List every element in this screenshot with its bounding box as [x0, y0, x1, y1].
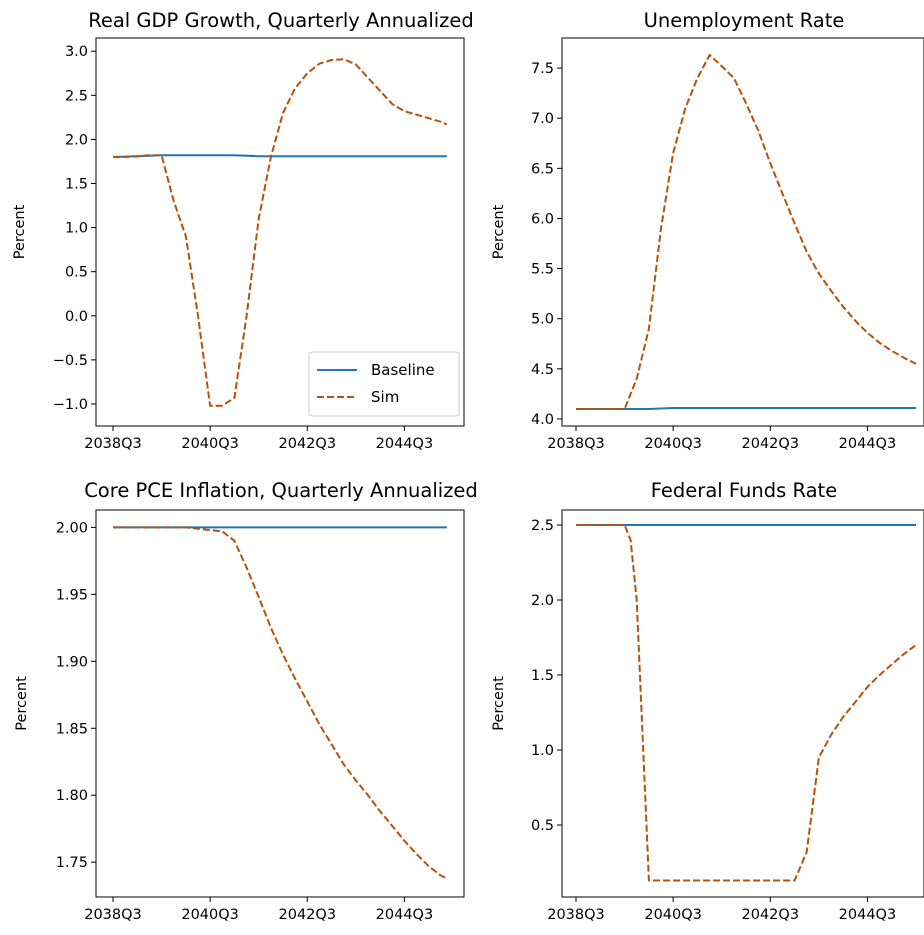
y-tick-label: 0.0	[65, 309, 88, 325]
y-tick-label: −0.5	[53, 353, 88, 369]
x-tick-label: 2040Q3	[181, 907, 239, 923]
y-tick-label: 1.75	[56, 855, 88, 871]
y-tick-label: 4.5	[531, 362, 554, 378]
x-tick-label: 2042Q3	[742, 436, 800, 452]
y-tick-label: 7.5	[531, 61, 554, 77]
x-tick-label: 2042Q3	[279, 436, 337, 452]
series-group	[112, 58, 448, 407]
y-tick-label: 6.5	[531, 161, 554, 177]
x-tick-label: 2044Q3	[376, 436, 434, 452]
y-axis-label: Percent	[491, 204, 507, 259]
chart-title: Core PCE Inflation, Quarterly Annualized	[84, 479, 478, 502]
y-tick-label: 6.0	[531, 211, 554, 227]
chart-panel-3: Federal Funds Rate Percent 2.5 2.0 1.5 1.0 0.5…	[491, 479, 924, 923]
chart-panel-2: Core PCE Inflation, Quarterly Annualized…	[14, 479, 478, 923]
plot-frame	[561, 509, 924, 898]
y-axis-label: Percent	[12, 204, 28, 259]
y-tick-label: 1.95	[56, 587, 88, 603]
series-group	[113, 526, 448, 880]
x-tick-label: 2038Q3	[547, 436, 605, 452]
y-tick-label: 2.00	[56, 520, 88, 536]
series-line-baseline	[112, 154, 447, 158]
legend-box	[308, 351, 460, 417]
chart-title: Real GDP Growth, Quarterly Annualized	[88, 9, 474, 32]
y-tick-label: 0.5	[65, 265, 88, 281]
y-tick-label: 3.0	[65, 44, 88, 60]
series-line-sim	[576, 54, 917, 410]
legend: Baseline Sim	[308, 351, 460, 417]
y-tick-label: 1.5	[65, 177, 88, 193]
y-tick-label: 1.80	[56, 788, 88, 804]
y-tick-label: 2.5	[531, 518, 554, 534]
series-line-sim	[113, 58, 448, 407]
x-tick-label: 2040Q3	[181, 436, 239, 452]
y-tick-label: 1.0	[531, 743, 554, 759]
x-tick-label: 2038Q3	[84, 907, 142, 923]
legend-label-baseline: Baseline	[371, 361, 435, 379]
x-tick-label: 2044Q3	[839, 436, 897, 452]
x-tick-label: 2042Q3	[742, 907, 800, 923]
x-tick-label: 2038Q3	[547, 907, 605, 923]
y-tick-label: 4.0	[531, 412, 554, 428]
plot-frame	[95, 509, 465, 898]
y-tick-label: 2.5	[65, 88, 88, 104]
chart-panel-1: Unemployment Rate Percent 7.5 7.0 6.5 6.0 5.5 5…	[491, 9, 924, 452]
y-tick-label: 2.0	[65, 132, 88, 148]
plot-frame	[561, 37, 924, 427]
y-tick-label: 1.90	[56, 654, 88, 670]
y-tick-label: 1.85	[56, 721, 88, 737]
x-tick-label: 2044Q3	[376, 907, 434, 923]
series-group	[576, 524, 917, 882]
chart-title: Federal Funds Rate	[651, 479, 837, 502]
series-group	[576, 54, 917, 410]
chart-title: Unemployment Rate	[644, 9, 845, 32]
y-tick-label: 7.0	[531, 111, 554, 127]
y-tick-label: −1.0	[53, 397, 88, 413]
x-tick-label: 2040Q3	[644, 907, 702, 923]
series-line-sim	[113, 526, 448, 880]
series-line-baseline	[576, 407, 916, 410]
series-line-sim	[576, 524, 917, 882]
y-tick-label: 1.0	[65, 221, 88, 237]
y-tick-label: 5.0	[531, 312, 554, 328]
plot-frame	[95, 37, 465, 427]
chart-panel-0: Real GDP Growth, Quarterly Annualized Per…	[12, 9, 474, 452]
y-tick-label: 5.5	[531, 262, 554, 278]
y-axis-label: Percent	[491, 676, 507, 731]
y-tick-label: 2.0	[531, 593, 554, 609]
x-tick-label: 2038Q3	[84, 436, 142, 452]
y-tick-label: 0.5	[531, 818, 554, 834]
y-tick-label: 1.5	[531, 668, 554, 684]
legend-label-sim: Sim	[371, 388, 399, 406]
x-tick-label: 2044Q3	[839, 907, 897, 923]
x-tick-label: 2042Q3	[279, 907, 337, 923]
x-tick-label: 2040Q3	[644, 436, 702, 452]
y-axis-label: Percent	[14, 676, 30, 731]
